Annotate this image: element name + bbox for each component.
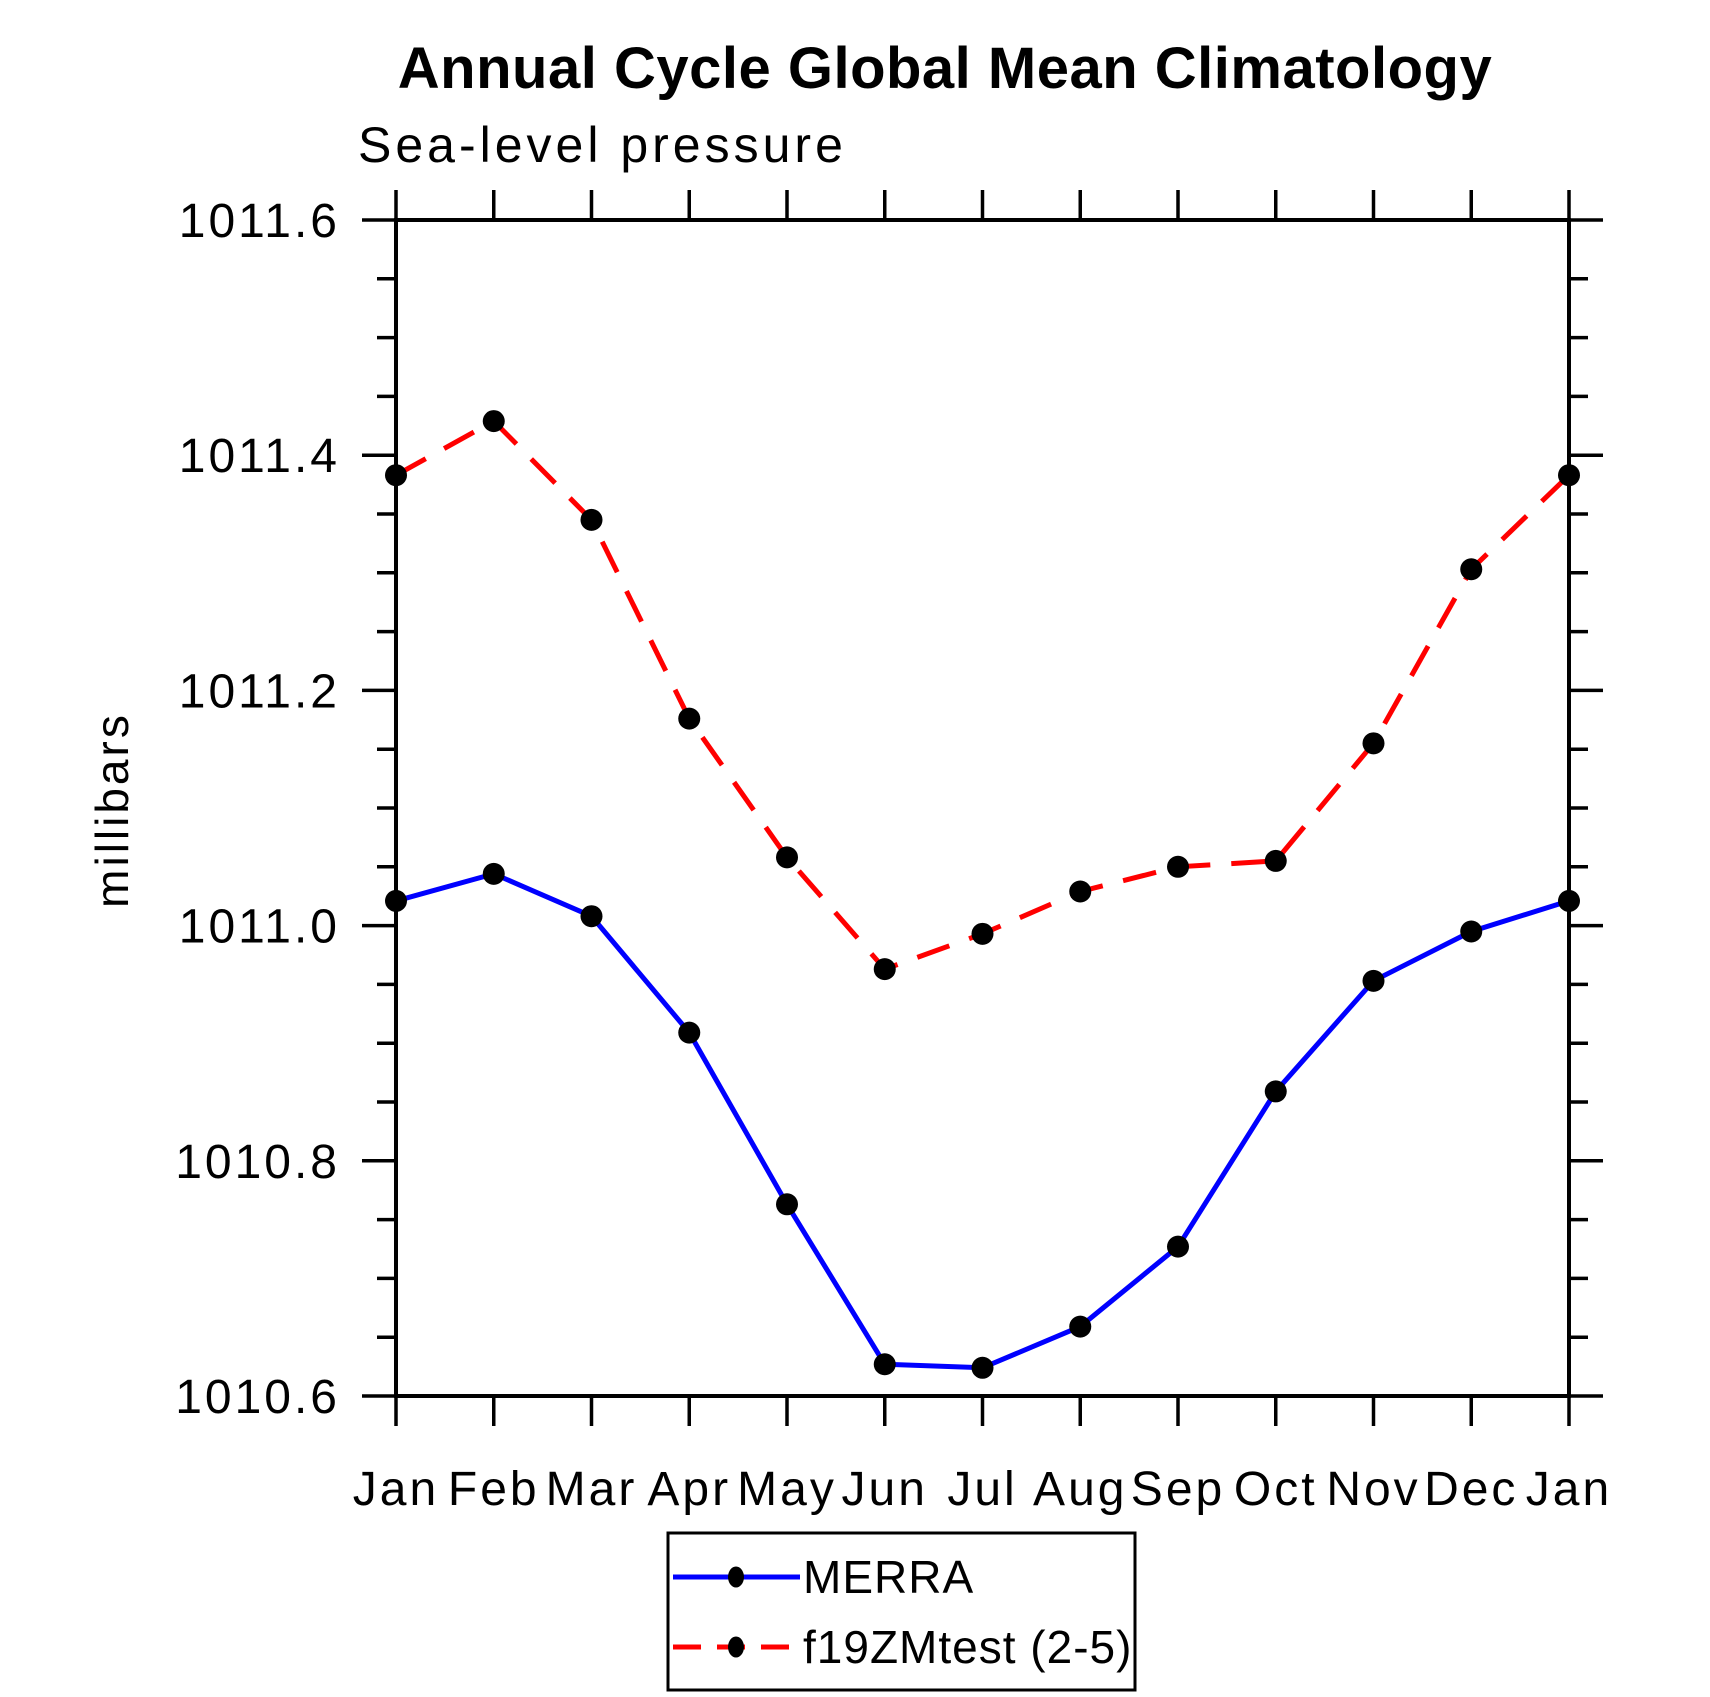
data-point-marker <box>873 958 896 981</box>
y-tick-label: 1011.4 <box>179 430 340 483</box>
plot-area: Jan Feb Mar Apr May Jun Jul Aug Sep Oct Nov Dec Jan1… <box>175 190 1612 1516</box>
data-point-marker <box>971 922 994 945</box>
legend-f19zmtest-marker-icon <box>728 1636 744 1658</box>
x-tick-label: Oct <box>1234 1463 1318 1516</box>
x-tick-label: Nov <box>1326 1463 1420 1516</box>
data-point-marker <box>1362 732 1385 755</box>
data-point-marker <box>1167 855 1189 878</box>
x-tick-label: Dec <box>1424 1463 1518 1516</box>
x-tick-label: May <box>737 1463 837 1516</box>
data-point-marker <box>1362 969 1385 992</box>
data-point-marker <box>1264 1080 1287 1103</box>
data-point-marker <box>1460 920 1483 943</box>
data-point-marker <box>1264 849 1287 872</box>
data-point-marker <box>482 410 505 433</box>
data-point-marker <box>1069 880 1092 903</box>
series-line-merra <box>395 871 1570 1371</box>
x-tick-label: Jul <box>947 1463 1017 1516</box>
x-tick-label: Jun <box>842 1463 928 1516</box>
data-point-marker <box>482 862 505 885</box>
legend-f19zmtest-label: f19ZMtest (2-5) <box>803 1621 1132 1673</box>
data-point-marker <box>385 889 407 912</box>
data-point-marker <box>580 905 603 928</box>
x-tick-label: Jan <box>353 1463 439 1516</box>
data-point-marker <box>1558 464 1580 487</box>
legend-merra-label: MERRA <box>803 1551 974 1603</box>
y-tick-label: 1010.6 <box>175 1371 340 1424</box>
y-tick-label: 1011.2 <box>179 665 340 718</box>
data-point-marker <box>776 846 798 869</box>
data-point-marker <box>971 1356 994 1379</box>
data-point-marker <box>1460 558 1483 581</box>
axis-frame <box>394 218 1571 1398</box>
y-tick-label: 1011.6 <box>179 195 340 248</box>
data-point-marker <box>1558 889 1580 912</box>
data-point-marker <box>776 1193 798 1216</box>
x-tick-label: Jan <box>1526 1463 1612 1516</box>
data-point-marker <box>678 707 701 730</box>
data-point-marker <box>385 464 407 487</box>
x-tick-label: Apr <box>647 1463 731 1516</box>
legend-merra-marker-icon <box>728 1566 744 1588</box>
y-tick-label: 1010.8 <box>175 1136 340 1189</box>
x-tick-label: Aug <box>1033 1463 1127 1516</box>
data-point-marker <box>1069 1315 1092 1338</box>
data-point-marker <box>873 1353 896 1376</box>
x-tick-label: Mar <box>546 1463 638 1516</box>
x-tick-label: Sep <box>1131 1463 1225 1516</box>
legend: MERRA f19ZMtest (2-5) <box>666 1531 1137 1692</box>
legend-box <box>666 1531 1137 1692</box>
data-point-marker <box>1167 1235 1189 1258</box>
data-point-marker <box>678 1021 701 1044</box>
y-tick-label: 1011.0 <box>179 901 340 954</box>
y-axis-label: millibars <box>86 712 138 908</box>
chart-title: Annual Cycle Global Mean Climatology <box>398 36 1492 101</box>
series-line-f19zmtest <box>394 417 1571 973</box>
x-tick-label: Feb <box>448 1463 540 1516</box>
data-point-marker <box>580 508 603 531</box>
chart-subtitle: Sea-level pressure <box>358 117 847 173</box>
